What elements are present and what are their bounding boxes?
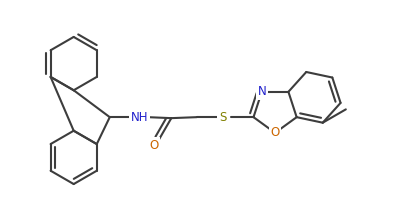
Text: O: O — [150, 139, 159, 152]
Text: NH: NH — [131, 111, 148, 124]
Text: S: S — [219, 111, 226, 124]
Text: O: O — [270, 126, 280, 139]
Text: N: N — [257, 85, 266, 98]
